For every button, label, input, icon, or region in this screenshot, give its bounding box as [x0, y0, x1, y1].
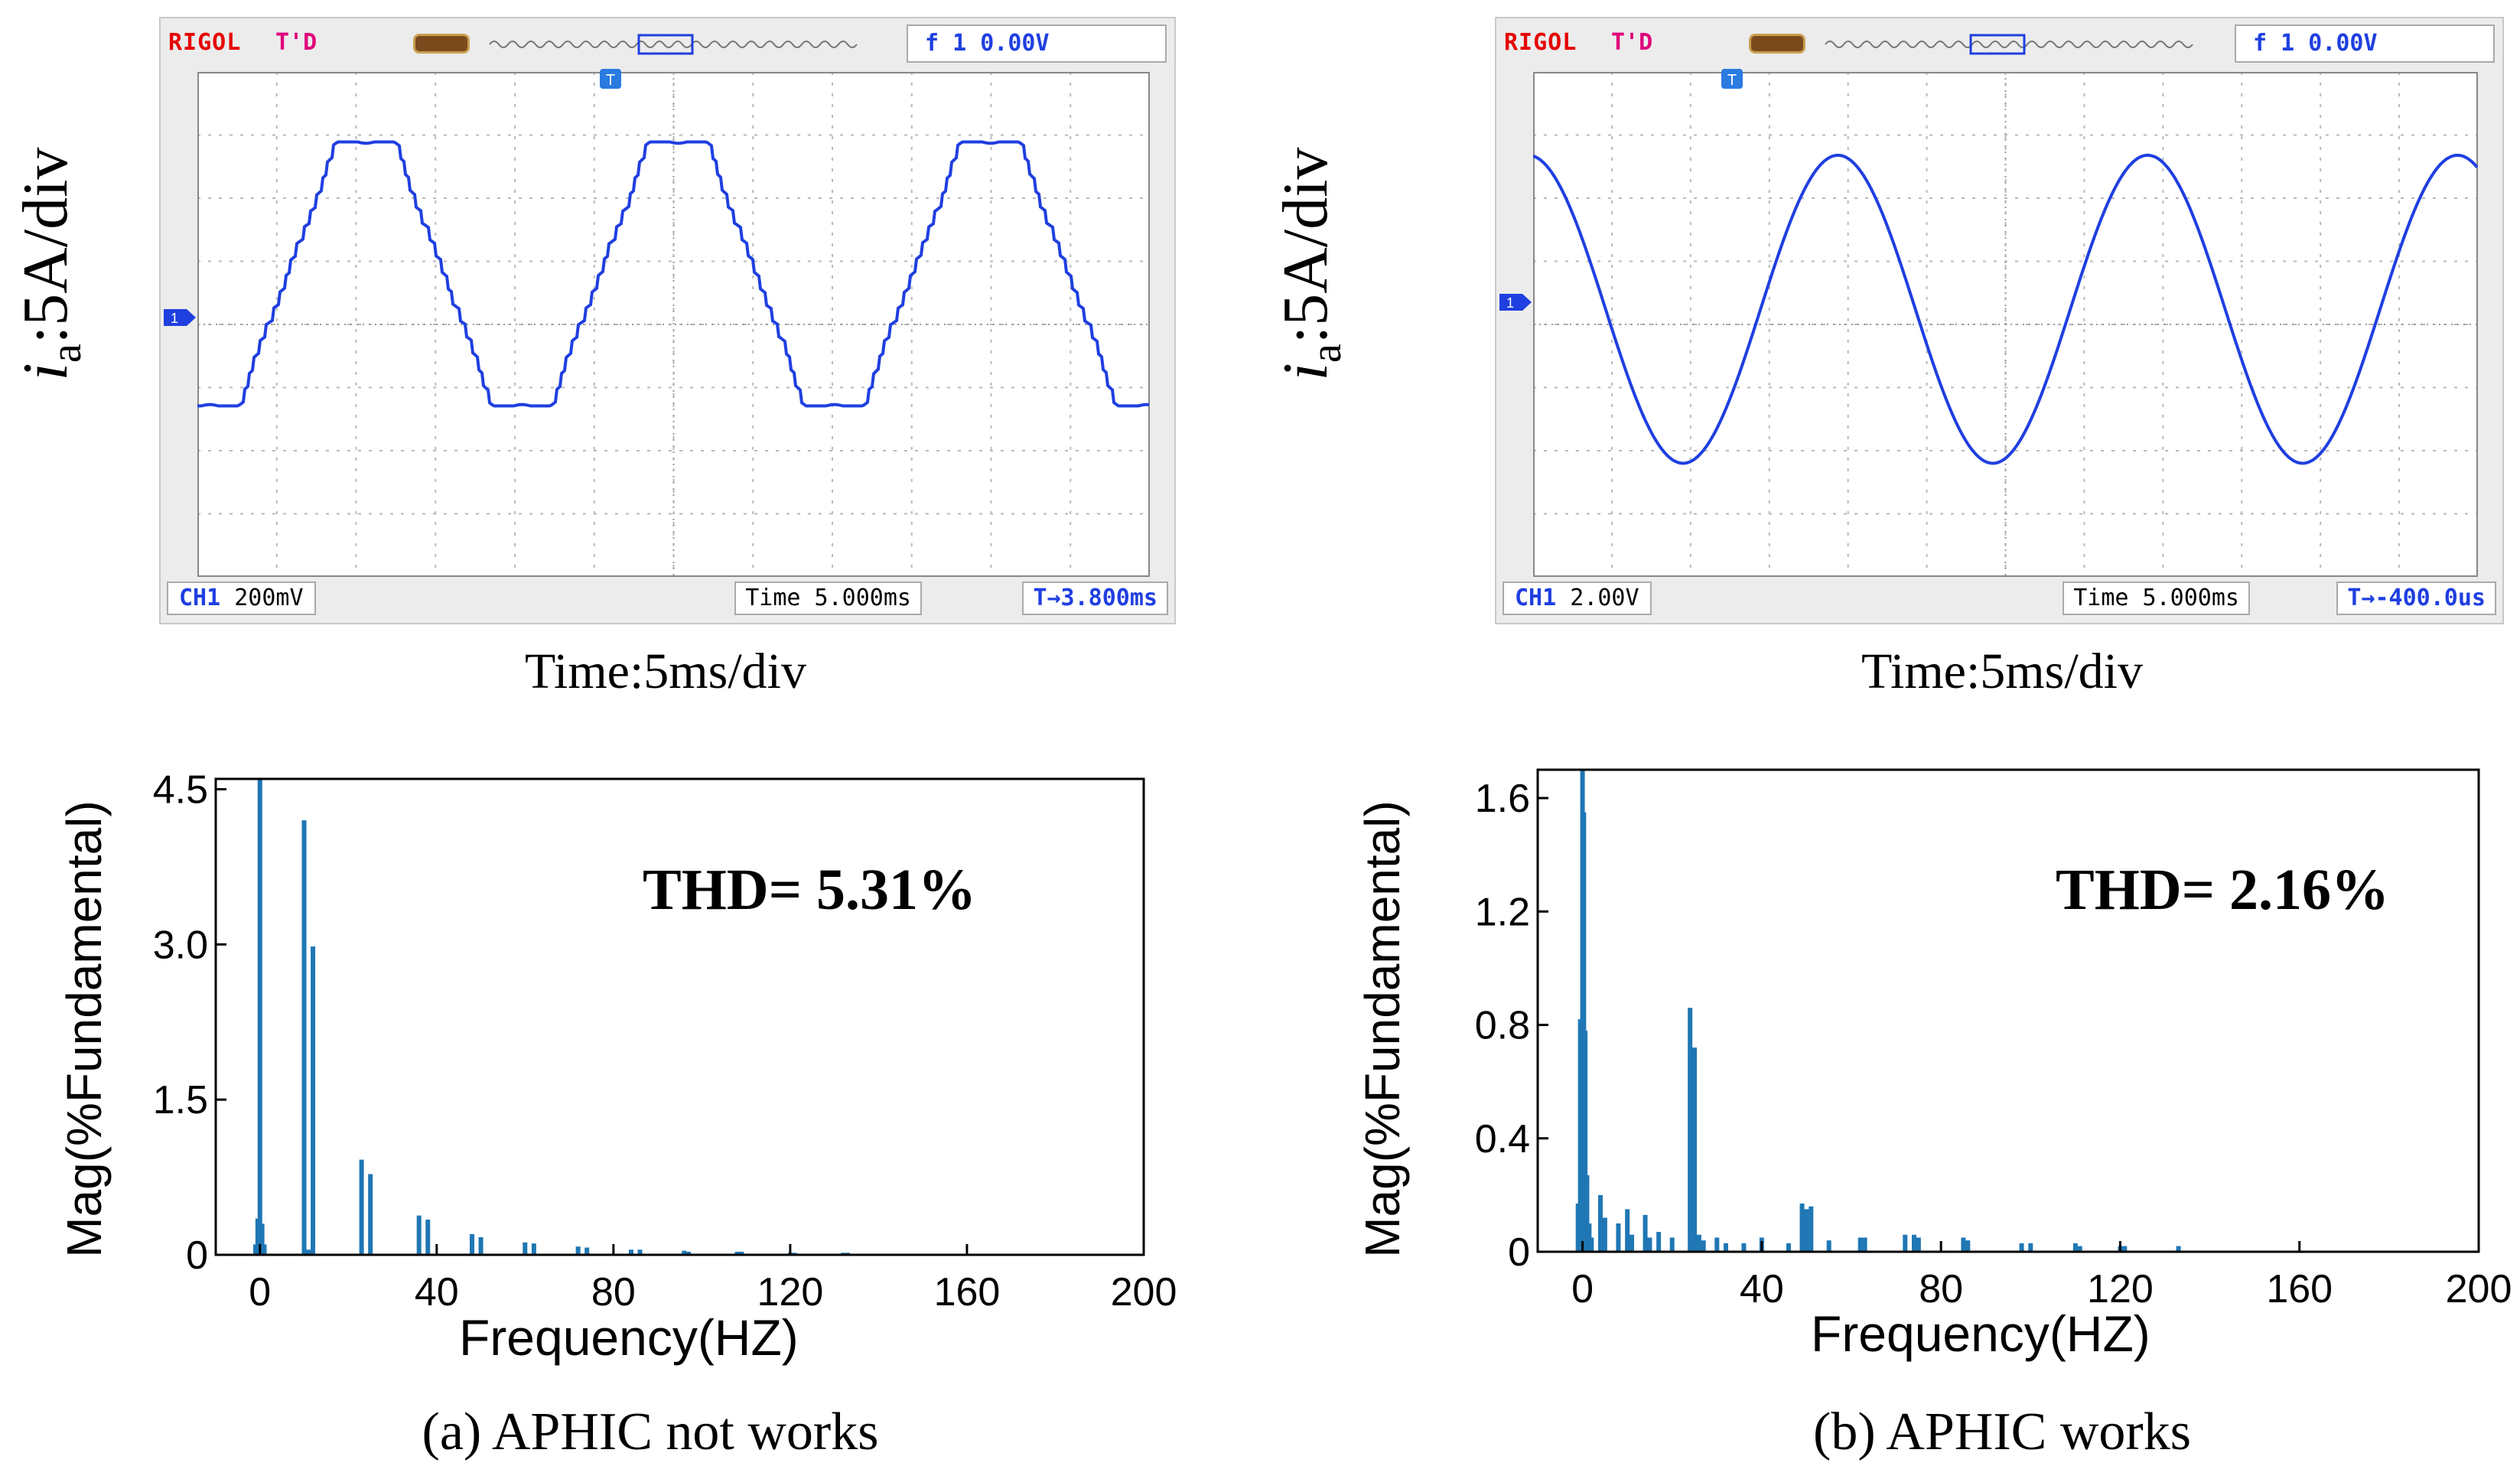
scope-top-bar: RIGOL T'D f 1 0.00V: [1496, 18, 2502, 72]
scope-bottom-bar: CH1 2.00V Time 5.000ms T→-400.0us: [1496, 577, 2502, 623]
ylabel-rest: :5A/div: [10, 147, 81, 344]
plot-frame: [214, 777, 1145, 1256]
trigger-position-readout: T→-400.0us: [2336, 582, 2496, 615]
scope-brand: RIGOL: [168, 29, 242, 56]
y-tick-label: 3.0: [153, 923, 208, 967]
x-tick-label: 120: [757, 1270, 824, 1314]
current-trace: [197, 140, 1150, 408]
screen-border: [1533, 72, 2478, 577]
trigger-marker-icon: T: [600, 69, 621, 89]
scope-top-bar: RIGOL T'D f 1 0.00V: [161, 18, 1174, 72]
ylabel-rest: :5A/div: [1270, 147, 1341, 344]
x-tick-label: 200: [2446, 1267, 2512, 1311]
time-caption: Time:5ms/div: [1861, 643, 2143, 699]
channel-label-text: CH1: [179, 585, 221, 611]
svg-text:1: 1: [1506, 295, 1514, 311]
trigger-marker-icon: T: [1721, 69, 1743, 89]
spectrum-xlabel: Frequency(HZ): [459, 1309, 799, 1366]
trigger-readout: f 1 0.00V: [907, 24, 1167, 63]
x-tick-label: 40: [415, 1270, 459, 1314]
timebase-readout: Time 5.000ms: [734, 582, 922, 615]
panel-b: ia:5A/div RIGOL T'D f 1 0.00V T 1 CH1 2.…: [1260, 0, 2520, 1479]
y-tick-label: 4.5: [153, 768, 208, 813]
current-scale-label: ia:5A/div: [4, 138, 90, 390]
oscilloscope-screenshot: RIGOL T'D f 1 0.00V T 1 CH1 2.00V Time 5…: [1495, 17, 2504, 624]
y-tick-label: 1.5: [153, 1078, 208, 1122]
scope-screen: [197, 71, 1151, 578]
timebase-readout: Time 5.000ms: [2063, 582, 2250, 615]
screen-border: [197, 72, 1150, 577]
current-trace: [1532, 153, 2479, 465]
scope-mode: T'D: [275, 29, 317, 56]
channel-label: CH1 2.00V: [1503, 582, 1652, 615]
channel-scale: 200mV: [234, 585, 304, 611]
thd-label: THD= 2.16%: [2056, 858, 2389, 922]
y-tick-label: 1.6: [1475, 777, 1530, 821]
y-tick-label: 0.4: [1475, 1117, 1530, 1161]
x-tick-label: 160: [934, 1270, 1001, 1314]
svg-text:T: T: [606, 72, 615, 89]
spectrum-ylabel: Mag(%Fundamental): [1355, 800, 1410, 1258]
y-tick-label: 1.2: [1475, 890, 1530, 934]
x-tick-label: 80: [591, 1270, 636, 1314]
y-tick-label: 0: [1508, 1230, 1530, 1275]
x-tick-label: 0: [249, 1270, 271, 1314]
plot-frame: [1536, 768, 2480, 1253]
channel-label-text: CH1: [1515, 585, 1557, 611]
x-tick-label: 0: [1571, 1267, 1594, 1311]
scope-bottom-bar: CH1 200mV Time 5.000ms T→3.800ms: [161, 577, 1174, 623]
ylabel-var: i: [10, 363, 81, 381]
scope-screen: [1532, 71, 2479, 578]
ylabel-sub: a: [1302, 344, 1350, 363]
scope-mode: T'D: [1611, 29, 1653, 56]
thd-label: THD= 5.31%: [643, 858, 976, 922]
x-tick-label: 120: [2087, 1267, 2154, 1311]
figure-caption: (b) APHIC works: [1813, 1402, 2191, 1461]
time-caption: Time:5ms/div: [525, 643, 806, 699]
ylabel-sub: a: [42, 344, 90, 363]
y-tick-label: 0: [186, 1233, 208, 1278]
scope-waveform: [1532, 71, 2479, 578]
y-tick-label: 0.8: [1475, 1004, 1530, 1048]
spectrum-xlabel: Frequency(HZ): [1811, 1305, 2150, 1362]
memory-strip-icon: [1825, 34, 2193, 55]
spectrum-chart: 0 40 80 120 160 200 0 1.5 3.0 4.5: [153, 768, 1177, 1314]
channel-ground-marker-icon: 1: [164, 309, 196, 326]
spectrum-ylabel: Mag(%Fundamental): [57, 800, 112, 1258]
panel-a: ia:5A/div RIGOL T'D f 1 0.00V T 1 CH1 20…: [4, 17, 1177, 1461]
figure-caption: (a) APHIC not works: [422, 1402, 879, 1461]
x-tick-label: 80: [1919, 1267, 1963, 1311]
x-tick-label: 200: [1111, 1270, 1177, 1314]
svg-text:1: 1: [171, 311, 178, 326]
channel-scale: 2.00V: [1570, 585, 1639, 611]
current-scale-label: ia:5A/div: [1264, 138, 1350, 390]
battery-icon: [413, 34, 470, 54]
trigger-position-readout: T→3.800ms: [1022, 582, 1168, 615]
oscilloscope-screenshot: RIGOL T'D f 1 0.00V T 1 CH1 200mV Time 5…: [159, 17, 1176, 624]
spectrum-chart: 0 40 80 120 160 200 0 0.4 0.8 1.2 1.6: [1475, 768, 2512, 1311]
trigger-readout: f 1 0.00V: [2235, 24, 2495, 63]
x-tick-label: 40: [1740, 1267, 1784, 1311]
battery-icon: [1749, 34, 1805, 54]
scope-brand: RIGOL: [1504, 29, 1577, 56]
scope-waveform: [197, 71, 1151, 578]
channel-ground-marker-icon: 1: [1499, 294, 1532, 311]
channel-label: CH1 200mV: [167, 582, 316, 615]
memory-strip-icon: [489, 34, 858, 55]
svg-text:T: T: [1727, 72, 1737, 89]
x-tick-label: 160: [2266, 1267, 2333, 1311]
ylabel-var: i: [1270, 363, 1341, 381]
